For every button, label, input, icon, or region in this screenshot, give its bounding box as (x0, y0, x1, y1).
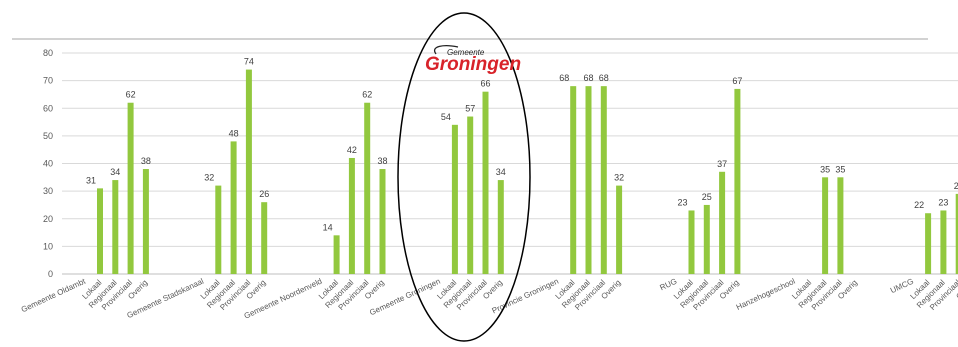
value-labels: 31 34 62 38 32 48 74 26 14 42 62 38 54 57 66 34 68 68 68 32… (86, 57, 958, 233)
bars (97, 69, 958, 275)
logo-line1: Gemeente (447, 48, 485, 57)
value-label: 34 (110, 167, 120, 177)
value-label: 29 (954, 181, 958, 191)
value-label: 32 (204, 173, 214, 183)
bar (364, 102, 371, 274)
groningen-logo: Gemeente Groningen (425, 45, 521, 75)
bar (497, 180, 504, 274)
value-label: 62 (362, 90, 372, 100)
bar (142, 169, 149, 274)
value-label: 62 (126, 90, 136, 100)
y-tick-label: 20 (43, 214, 53, 224)
value-label: 35 (820, 164, 830, 174)
value-label: 42 (347, 145, 357, 155)
bar (127, 102, 134, 274)
bar (261, 202, 268, 274)
y-tick-label: 60 (43, 103, 53, 113)
bar (112, 180, 119, 274)
logo-swoosh-icon (434, 45, 459, 55)
y-axis: 0 10 20 30 40 50 60 70 80 (43, 48, 53, 279)
bar (467, 116, 474, 274)
bar (925, 213, 932, 274)
bar (719, 171, 726, 274)
bar (97, 188, 103, 274)
value-label: 31 (86, 175, 96, 185)
bar (570, 86, 577, 275)
y-tick-label: 50 (43, 131, 53, 141)
bar (230, 141, 237, 274)
bar (600, 86, 607, 275)
value-label: 68 (583, 73, 593, 83)
value-label: 34 (496, 167, 506, 177)
y-tick-label: 70 (43, 76, 53, 86)
value-label: 66 (480, 79, 490, 89)
value-label: 26 (259, 189, 269, 199)
value-label: 35 (835, 164, 845, 174)
value-label: 22 (914, 200, 924, 210)
value-label: 68 (599, 73, 609, 83)
bar (955, 193, 958, 274)
y-tick-label: 80 (43, 48, 53, 58)
value-label: 32 (614, 173, 624, 183)
bar (837, 177, 844, 274)
y-tick-label: 0 (48, 269, 53, 279)
bar (348, 157, 355, 274)
value-label: 68 (559, 73, 569, 83)
y-tick-label: 10 (43, 241, 53, 251)
value-label: 14 (323, 222, 333, 232)
bar (333, 235, 340, 274)
bar (822, 177, 829, 274)
bar (940, 210, 947, 274)
highlight-ellipse (397, 12, 531, 342)
group-label: Gemeente Oldambt (20, 276, 88, 314)
y-tick-label: 40 (43, 159, 53, 169)
value-label: 37 (717, 159, 727, 169)
bar (379, 169, 386, 274)
bar (451, 124, 458, 274)
value-label: 25 (702, 192, 712, 202)
value-label: 23 (677, 197, 687, 207)
value-label: 23 (938, 197, 948, 207)
logo-line2: Groningen (425, 54, 521, 75)
value-label: 38 (141, 156, 151, 166)
value-label: 48 (229, 128, 239, 138)
bar (482, 91, 489, 274)
value-label: 57 (465, 104, 475, 114)
highlight-annotation: Gemeente Groningen (397, 12, 531, 342)
value-label: 74 (244, 57, 254, 67)
value-label: 67 (732, 76, 742, 86)
bar (703, 204, 710, 274)
bar (734, 88, 741, 274)
bar (585, 86, 592, 275)
group-label: Hanzehogeschool (735, 277, 797, 312)
value-label: 38 (377, 156, 387, 166)
bar (215, 185, 222, 274)
bar (688, 210, 695, 274)
bar (616, 185, 623, 274)
y-tick-label: 30 (43, 186, 53, 196)
bar (245, 69, 252, 274)
gridlines (62, 52, 958, 275)
value-label: 54 (441, 112, 451, 122)
